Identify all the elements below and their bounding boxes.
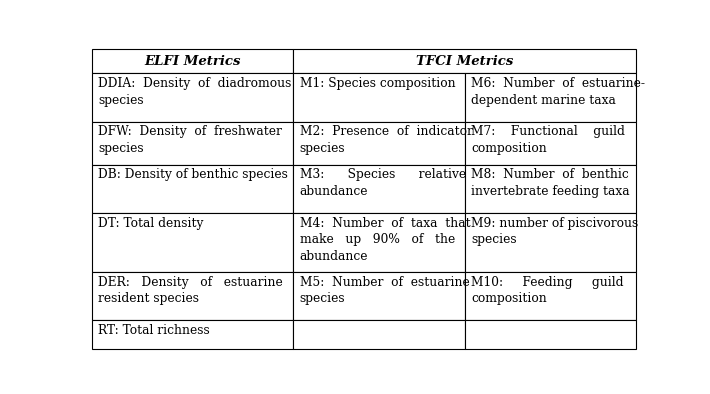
Bar	[293, 49, 636, 73]
Text: M7:    Functional    guild
composition: M7: Functional guild composition	[471, 125, 625, 155]
Bar	[92, 320, 293, 349]
Bar	[464, 73, 636, 122]
Bar	[293, 213, 464, 272]
Bar	[92, 73, 293, 122]
Text: M9: number of piscivorous
species: M9: number of piscivorous species	[471, 217, 638, 246]
Text: TFCI Metrics: TFCI Metrics	[416, 55, 513, 68]
Text: M6:  Number  of  estuarine-
dependent marine taxa: M6: Number of estuarine- dependent marin…	[471, 77, 645, 106]
Text: M5:  Number  of  estuarine
species: M5: Number of estuarine species	[300, 276, 469, 305]
Text: RT: Total richness: RT: Total richness	[98, 324, 210, 337]
Bar	[293, 165, 464, 213]
Bar	[293, 122, 464, 165]
Text: DB: Density of benthic species: DB: Density of benthic species	[98, 168, 288, 181]
Bar	[293, 73, 464, 122]
Text: M3:      Species      relative
abundance: M3: Species relative abundance	[300, 168, 466, 198]
Text: DER:   Density   of   estuarine
resident species: DER: Density of estuarine resident speci…	[98, 276, 283, 305]
Text: DT: Total density: DT: Total density	[98, 217, 204, 230]
Bar	[464, 272, 636, 320]
Bar	[464, 122, 636, 165]
Text: DDIA:  Density  of  diadromous
species: DDIA: Density of diadromous species	[98, 77, 292, 106]
Text: M2:  Presence  of  indicator
species: M2: Presence of indicator species	[300, 125, 473, 155]
Bar	[293, 320, 464, 349]
Text: DFW:  Density  of  freshwater
species: DFW: Density of freshwater species	[98, 125, 282, 155]
Bar	[92, 272, 293, 320]
Bar	[92, 122, 293, 165]
Bar	[92, 213, 293, 272]
Text: ELFI Metrics: ELFI Metrics	[144, 55, 241, 68]
Text: M1: Species composition: M1: Species composition	[300, 77, 455, 90]
Bar	[92, 49, 293, 73]
Bar	[464, 320, 636, 349]
Bar	[92, 165, 293, 213]
Text: M4:  Number  of  taxa  that
make   up   90%   of   the
abundance: M4: Number of taxa that make up 90% of t…	[300, 217, 470, 263]
Text: M8:  Number  of  benthic
invertebrate feeding taxa: M8: Number of benthic invertebrate feedi…	[471, 168, 630, 198]
Text: M10:     Feeding     guild
composition: M10: Feeding guild composition	[471, 276, 624, 305]
Bar	[464, 213, 636, 272]
Bar	[464, 165, 636, 213]
Bar	[293, 272, 464, 320]
